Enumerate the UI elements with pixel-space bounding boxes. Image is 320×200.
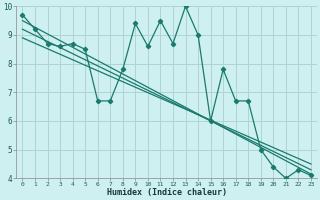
X-axis label: Humidex (Indice chaleur): Humidex (Indice chaleur) <box>107 188 227 197</box>
